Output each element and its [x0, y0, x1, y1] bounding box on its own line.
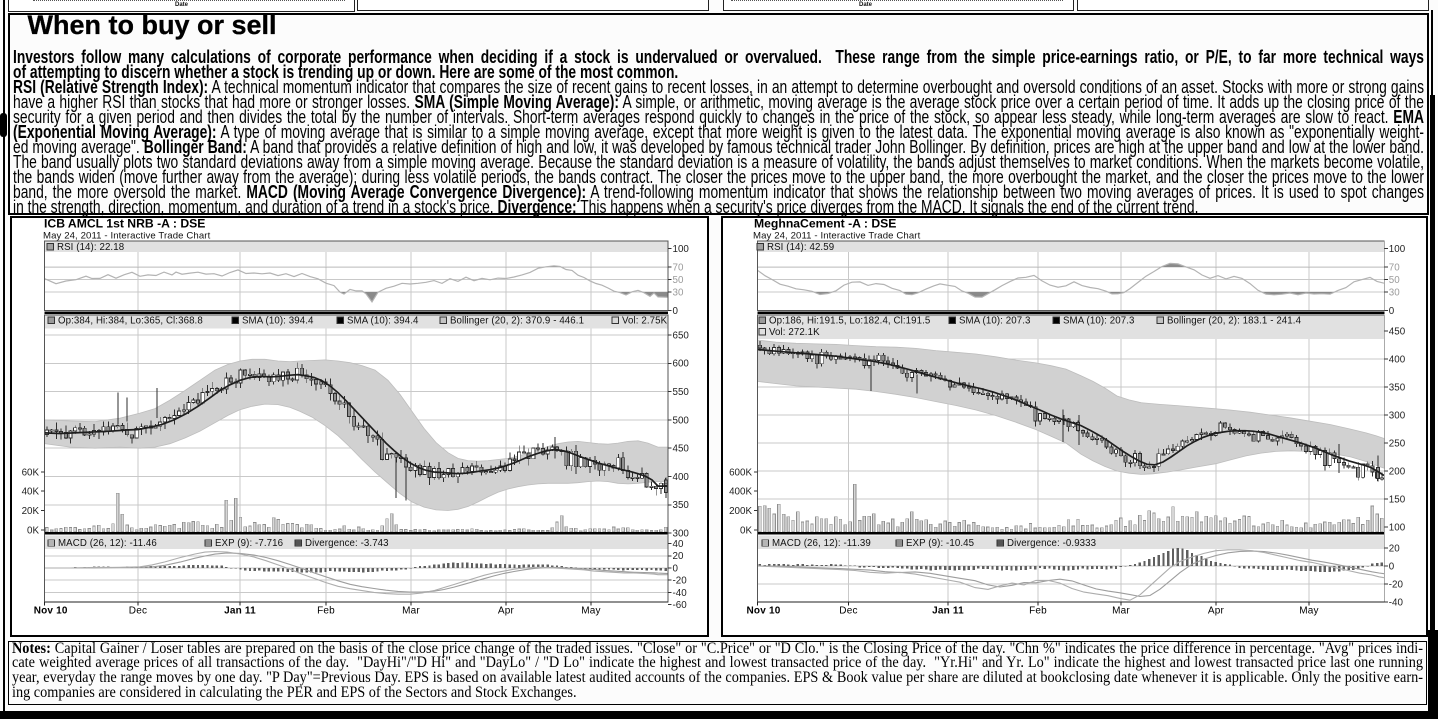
svg-text:400K: 400K: [729, 486, 752, 497]
svg-text:Bollinger (20, 2): 370.9 - 446: Bollinger (20, 2): 370.9 - 446.1: [450, 315, 584, 326]
svg-text:30: 30: [1389, 287, 1400, 298]
svg-text:Dec: Dec: [129, 606, 147, 617]
svg-text:SMA (10): 394.4: SMA (10): 394.4: [242, 315, 314, 326]
svg-text:RSI (14): 42.59: RSI (14): 42.59: [767, 242, 834, 253]
svg-text:Apr: Apr: [498, 606, 515, 617]
svg-text:Vol: 272.1K: Vol: 272.1K: [769, 327, 820, 338]
svg-text:May 24, 2011 - Interactive Tra: May 24, 2011 - Interactive Trade Chart: [753, 231, 921, 242]
svg-text:Op:186, Hi:191.5, Lo:182.4, Cl: Op:186, Hi:191.5, Lo:182.4, Cl:191.5: [769, 315, 930, 326]
svg-text:250: 250: [1389, 438, 1406, 449]
svg-text:600: 600: [673, 359, 690, 370]
svg-text:MeghnaCement -A : DSE: MeghnaCement -A : DSE: [754, 217, 896, 231]
svg-text:550: 550: [673, 387, 690, 398]
svg-text:400: 400: [1389, 354, 1406, 365]
svg-text:Mar: Mar: [402, 606, 420, 617]
svg-text:Mar: Mar: [1112, 606, 1130, 617]
svg-text:40K: 40K: [22, 486, 40, 497]
svg-text:-40: -40: [673, 588, 688, 599]
svg-text:Jan 11: Jan 11: [932, 606, 964, 617]
svg-text:0: 0: [673, 306, 679, 317]
svg-text:20K: 20K: [22, 506, 40, 517]
svg-text:EXP (9): -10.45: EXP (9): -10.45: [906, 538, 974, 549]
svg-text:Nov 10: Nov 10: [747, 606, 781, 617]
svg-text:60K: 60K: [22, 467, 40, 478]
svg-text:Feb: Feb: [317, 606, 335, 617]
svg-text:Apr: Apr: [1208, 606, 1225, 617]
svg-text:May: May: [581, 606, 601, 617]
svg-text:50: 50: [1389, 275, 1400, 286]
svg-text:100: 100: [1389, 522, 1406, 533]
svg-text:Divergence: -3.743: Divergence: -3.743: [305, 538, 389, 549]
svg-text:30: 30: [673, 287, 684, 298]
svg-text:650: 650: [673, 330, 690, 341]
svg-text:May: May: [1299, 606, 1319, 617]
svg-text:20: 20: [673, 551, 684, 562]
svg-text:350: 350: [673, 500, 690, 511]
svg-text:400: 400: [673, 472, 690, 483]
svg-text:70: 70: [673, 263, 684, 274]
svg-text:-60: -60: [673, 600, 688, 611]
svg-text:SMA (10): 394.4: SMA (10): 394.4: [347, 315, 419, 326]
svg-text:Nov 10: Nov 10: [34, 606, 68, 617]
svg-text:70: 70: [1389, 263, 1400, 274]
svg-text:EXP (9): -7.716: EXP (9): -7.716: [215, 538, 283, 549]
svg-text:SMA (10): 207.3: SMA (10): 207.3: [1063, 315, 1135, 326]
svg-text:0: 0: [1389, 561, 1395, 572]
svg-text:Op:384, Hi:384, Lo:365, Cl:368: Op:384, Hi:384, Lo:365, Cl:368.8: [58, 315, 203, 326]
svg-text:600K: 600K: [729, 467, 752, 478]
svg-text:0: 0: [673, 563, 679, 574]
svg-text:RSI (14): 22.18: RSI (14): 22.18: [57, 242, 124, 253]
svg-text:150: 150: [1389, 494, 1406, 505]
svg-text:-20: -20: [1389, 579, 1404, 590]
svg-text:SMA (10): 207.3: SMA (10): 207.3: [959, 315, 1031, 326]
svg-text:100: 100: [673, 244, 690, 255]
svg-text:Dec: Dec: [839, 606, 857, 617]
svg-text:40: 40: [673, 539, 684, 550]
svg-text:50: 50: [673, 275, 684, 286]
svg-text:300: 300: [673, 529, 690, 540]
svg-text:-20: -20: [673, 576, 688, 587]
svg-text:200: 200: [1389, 466, 1406, 477]
svg-text:Feb: Feb: [1029, 606, 1047, 617]
svg-text:500: 500: [673, 415, 690, 426]
svg-text:MACD (26, 12): -11.46: MACD (26, 12): -11.46: [58, 538, 157, 549]
svg-text:0K: 0K: [27, 525, 39, 536]
svg-text:20: 20: [1389, 543, 1400, 554]
svg-text:Bollinger (20, 2): 183.1 - 241: Bollinger (20, 2): 183.1 - 241.4: [1167, 315, 1302, 326]
svg-text:450: 450: [673, 444, 690, 455]
svg-text:May 24, 2011 - Interactive Tra: May 24, 2011 - Interactive Trade Chart: [43, 231, 211, 242]
svg-text:MACD (26, 12): -11.39: MACD (26, 12): -11.39: [772, 538, 871, 549]
svg-text:350: 350: [1389, 382, 1406, 393]
svg-text:ICB AMCL 1st NRB -A : DSE: ICB AMCL 1st NRB -A : DSE: [44, 217, 205, 231]
svg-text:300: 300: [1389, 410, 1406, 421]
svg-text:Jan 11: Jan 11: [224, 606, 256, 617]
svg-text:450: 450: [1389, 326, 1406, 337]
svg-text:-40: -40: [1389, 597, 1404, 608]
svg-text:0: 0: [1389, 306, 1395, 317]
svg-text:Vol: 2.75K: Vol: 2.75K: [622, 315, 668, 326]
svg-text:200K: 200K: [729, 506, 752, 517]
svg-text:0K: 0K: [740, 525, 752, 536]
svg-text:100: 100: [1389, 244, 1406, 255]
svg-text:Divergence: -0.9333: Divergence: -0.9333: [1007, 538, 1096, 549]
